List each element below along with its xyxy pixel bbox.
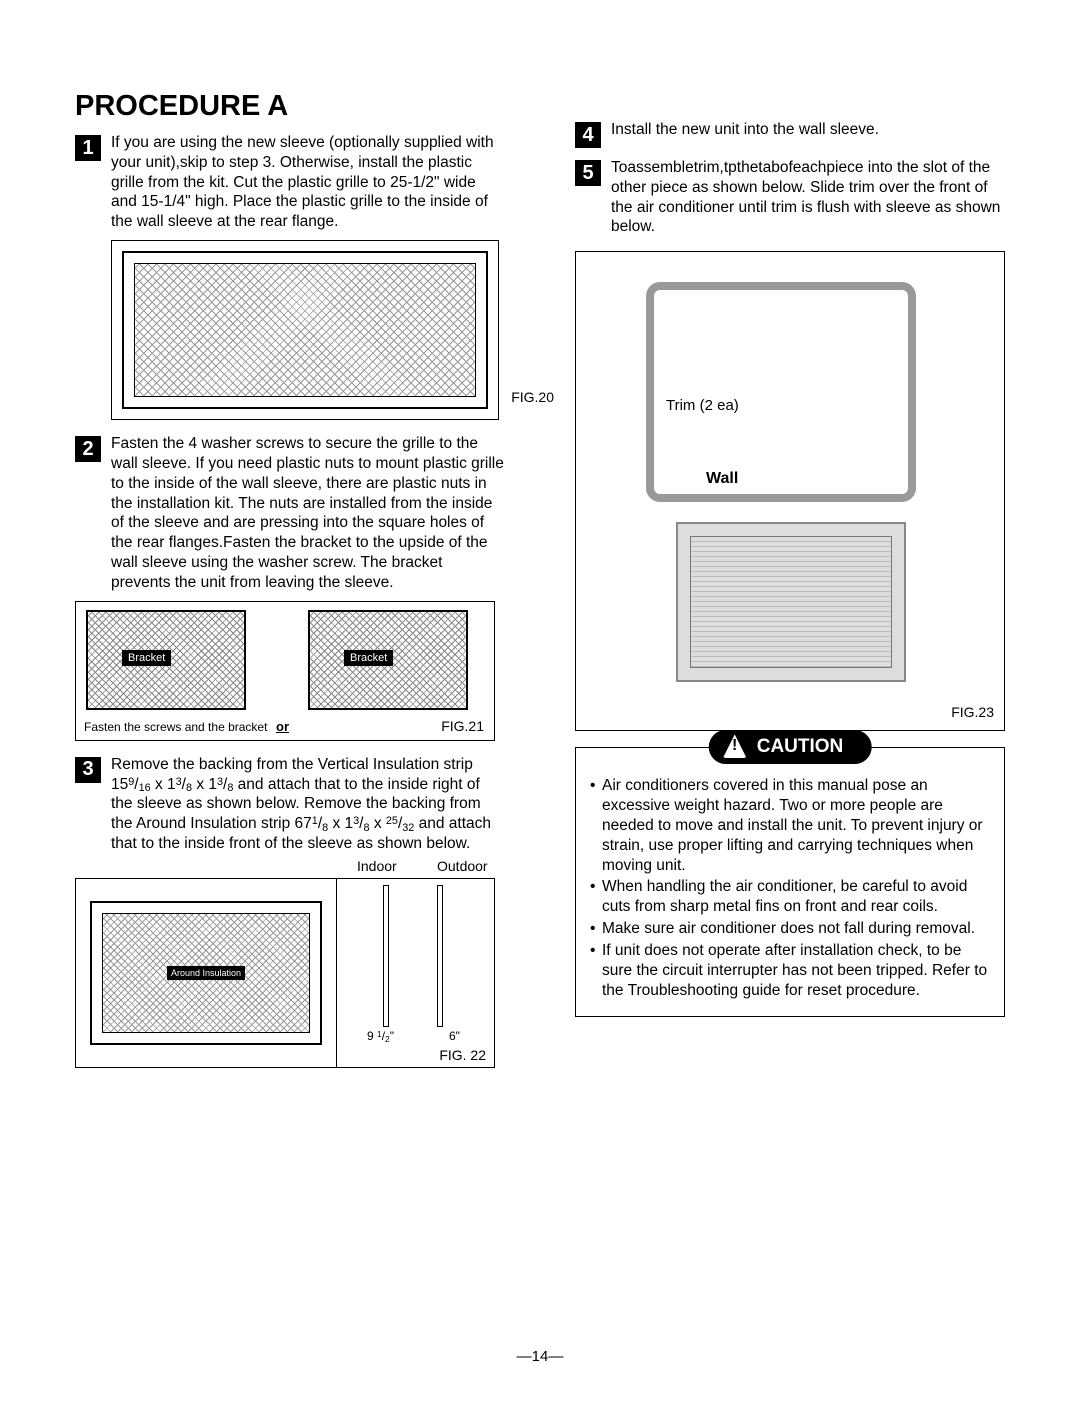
grille-frame xyxy=(122,251,488,409)
fig22-frame: Around Insulation xyxy=(90,901,322,1045)
procedure-title: PROCEDURE A xyxy=(75,90,505,123)
fig21-or: or xyxy=(276,719,289,734)
step-3-text: Remove the backing from the Vertical Ins… xyxy=(111,755,505,854)
caution-box: CAUTION Air conditioners covered in this… xyxy=(575,747,1005,1017)
figure-20: FIG.20 xyxy=(111,240,499,420)
caution-title: CAUTION xyxy=(709,730,872,764)
left-column: PROCEDURE A 1 If you are using the new s… xyxy=(75,90,505,1082)
step-4: 4 Install the new unit into the wall sle… xyxy=(575,120,1005,148)
caution-item: If unit does not operate after installat… xyxy=(590,941,990,1000)
step-number-icon: 5 xyxy=(575,160,601,186)
step-1: 1 If you are using the new sleeve (optio… xyxy=(75,133,505,232)
indoor-label: Indoor xyxy=(357,858,397,874)
page-columns: PROCEDURE A 1 If you are using the new s… xyxy=(75,90,1005,1082)
page-number: —14— xyxy=(517,1348,564,1365)
fig21-caption: Fasten the screws and the bracket xyxy=(84,720,267,734)
caution-item: Air conditioners covered in this manual … xyxy=(590,776,990,875)
fig22-label: FIG. 22 xyxy=(439,1047,486,1063)
fig20-label: FIG.20 xyxy=(511,389,554,405)
step-number-icon: 4 xyxy=(575,122,601,148)
figure-22: Around Insulation 9 1/2" 6" FIG. 22 xyxy=(75,878,495,1068)
bracket-label: Bracket xyxy=(344,650,393,666)
bracket-label: Bracket xyxy=(122,650,171,666)
step-number-icon: 3 xyxy=(75,757,101,783)
step-2-text: Fasten the 4 washer screws to secure the… xyxy=(111,434,505,593)
fig23-label: FIG.23 xyxy=(951,704,994,720)
rail-icon xyxy=(437,885,443,1027)
figure-23: Trim (2 ea) Wall FIG.23 xyxy=(575,251,1005,731)
trim-frame-icon xyxy=(646,282,916,502)
step-5-text: Toassembletrim,tpthetabofeachpiece into … xyxy=(611,158,1005,237)
caution-list: Air conditioners covered in this manual … xyxy=(590,776,990,1000)
wall-unit-icon xyxy=(676,522,906,682)
outdoor-label: Outdoor xyxy=(437,858,488,874)
around-insulation-label: Around Insulation xyxy=(167,966,245,980)
step-number-icon: 1 xyxy=(75,135,101,161)
fig21-label: FIG.21 xyxy=(441,718,484,734)
trim-label: Trim (2 ea) xyxy=(666,397,739,414)
dim-1: 9 1/2" xyxy=(367,1029,394,1043)
step-4-text: Install the new unit into the wall sleev… xyxy=(611,120,879,148)
dim-2: 6" xyxy=(449,1029,460,1043)
caution-item: When handling the air conditioner, be ca… xyxy=(590,877,990,917)
wall-label: Wall xyxy=(706,470,738,488)
step-3: 3 Remove the backing from the Vertical I… xyxy=(75,755,505,854)
grille-mesh xyxy=(134,263,476,397)
step-5: 5 Toassembletrim,tpthetabofeachpiece int… xyxy=(575,158,1005,237)
figure-21: Bracket Bracket Fasten the screws and th… xyxy=(75,601,495,741)
fig22-right: 9 1/2" 6" FIG. 22 xyxy=(336,879,494,1067)
rail-icon xyxy=(383,885,389,1027)
fig22-left: Around Insulation xyxy=(76,879,336,1067)
step-number-icon: 2 xyxy=(75,436,101,462)
caution-item: Make sure air conditioner does not fall … xyxy=(590,919,990,939)
right-column: 4 Install the new unit into the wall sle… xyxy=(575,90,1005,1082)
step-1-text: If you are using the new sleeve (optiona… xyxy=(111,133,505,232)
step-2: 2 Fasten the 4 washer screws to secure t… xyxy=(75,434,505,593)
